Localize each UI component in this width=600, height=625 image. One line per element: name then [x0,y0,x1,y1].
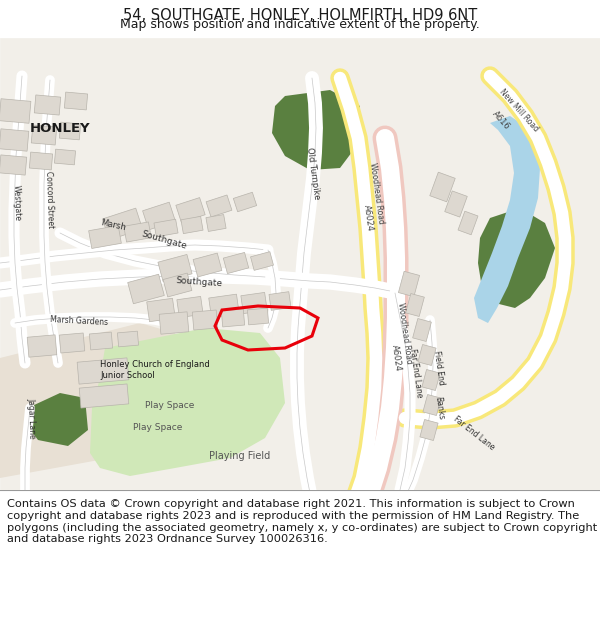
Text: Marsh: Marsh [100,218,127,232]
Polygon shape [247,308,269,325]
Text: Far End Lane: Far End Lane [452,414,496,452]
Text: Jagar Lane: Jagar Lane [26,398,37,439]
Text: Contains OS data © Crown copyright and database right 2021. This information is : Contains OS data © Crown copyright and d… [7,499,598,544]
Polygon shape [59,333,85,353]
Polygon shape [103,208,143,240]
Polygon shape [159,312,189,334]
Text: Westgate: Westgate [12,185,22,221]
Text: Woodhead Road: Woodhead Road [396,302,413,364]
Text: Banks: Banks [433,396,445,420]
Polygon shape [27,335,57,357]
Polygon shape [413,319,431,341]
Polygon shape [430,172,455,202]
Polygon shape [420,419,438,441]
Polygon shape [478,208,555,308]
Polygon shape [31,125,57,145]
Text: 54, SOUTHGATE, HONLEY, HOLMFIRTH, HD9 6NT: 54, SOUTHGATE, HONLEY, HOLMFIRTH, HD9 6N… [123,8,477,22]
Polygon shape [163,273,192,297]
Polygon shape [89,332,113,350]
Polygon shape [251,252,274,271]
Polygon shape [0,38,600,490]
Polygon shape [89,226,121,249]
Polygon shape [79,384,129,408]
Text: Far End Lane: Far End Lane [408,348,424,398]
Text: A6024: A6024 [390,344,403,372]
Polygon shape [206,214,226,231]
Polygon shape [0,99,31,123]
Polygon shape [209,294,239,318]
Text: Woodhead Road: Woodhead Road [368,162,386,224]
Text: Honley Church of England
Junior School: Honley Church of England Junior School [100,360,210,380]
Polygon shape [418,344,436,366]
Polygon shape [272,90,360,170]
Text: Playing Field: Playing Field [209,451,271,461]
Polygon shape [423,394,441,416]
Polygon shape [445,191,467,217]
Text: Marsh Gardens: Marsh Gardens [50,315,109,327]
Polygon shape [158,254,192,281]
Text: Old Turnpike: Old Turnpike [305,146,321,199]
Polygon shape [269,292,291,311]
Polygon shape [223,253,248,274]
Polygon shape [193,253,222,277]
Polygon shape [0,323,195,478]
Text: A6024: A6024 [362,204,374,232]
Polygon shape [64,92,88,110]
Polygon shape [0,155,27,175]
Polygon shape [0,129,29,151]
Polygon shape [25,393,88,446]
Polygon shape [474,116,540,323]
Polygon shape [34,95,61,115]
Polygon shape [147,298,175,322]
Text: Southgate: Southgate [175,276,223,288]
Polygon shape [241,292,267,314]
Text: Map shows position and indicative extent of the property.: Map shows position and indicative extent… [120,18,480,31]
Polygon shape [128,274,164,304]
Polygon shape [124,222,151,242]
Polygon shape [143,202,175,230]
Polygon shape [398,271,419,297]
Polygon shape [221,309,245,327]
Polygon shape [233,192,257,212]
Polygon shape [154,219,178,237]
Polygon shape [192,310,218,330]
Text: HONLEY: HONLEY [30,121,91,134]
Text: Play Space: Play Space [133,424,182,432]
Polygon shape [458,211,478,235]
Text: Play Space: Play Space [145,401,194,411]
Polygon shape [406,294,424,316]
Polygon shape [29,152,53,170]
Text: Field End: Field End [432,350,446,386]
Polygon shape [422,369,440,391]
Polygon shape [55,149,76,165]
Polygon shape [59,122,80,140]
Text: Concord Street: Concord Street [44,171,55,229]
Polygon shape [77,358,129,384]
Polygon shape [90,328,285,476]
Polygon shape [176,198,205,222]
Text: Southgate: Southgate [140,229,188,251]
Text: A616: A616 [490,109,511,131]
Polygon shape [118,331,139,347]
Polygon shape [177,296,203,318]
Polygon shape [206,195,232,217]
Text: New Mill Road: New Mill Road [498,87,541,133]
Polygon shape [181,216,203,234]
